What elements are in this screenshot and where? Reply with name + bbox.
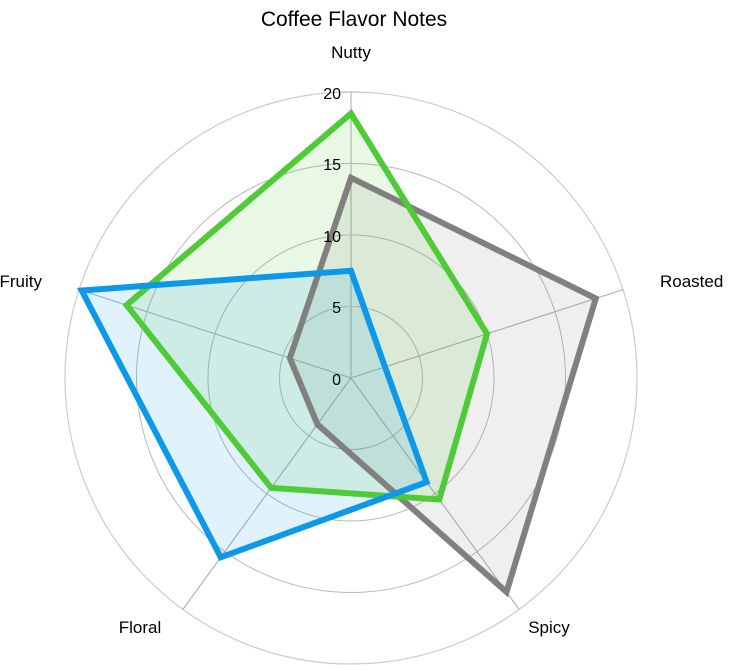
series-area-series-3	[81, 270, 427, 558]
radial-tick-label: 5	[332, 300, 341, 317]
series-outline-series-3	[76, 267, 431, 562]
axis-label-spicy: Spicy	[528, 618, 570, 637]
axis-label-fruity: Fruity	[0, 272, 43, 291]
series-outline-series-2	[122, 108, 491, 503]
series-line-group	[76, 108, 600, 598]
axis-label-floral: Floral	[119, 618, 162, 637]
radial-tick-label: 10	[323, 229, 341, 246]
radial-tick-label: 20	[323, 86, 341, 103]
series-outline-series-1	[286, 173, 600, 598]
series-area-series-1	[289, 177, 596, 593]
axis-label-nutty: Nutty	[331, 43, 371, 62]
radial-tick-labels: 0 5 10 15 20	[323, 86, 360, 389]
page-title: Coffee Flavor Notes	[261, 8, 447, 31]
axis-spoke-floral	[182, 377, 352, 610]
radial-tick-label: 15	[323, 157, 341, 174]
category-axis-labels: Nutty Roasted Spicy Floral Fruity	[0, 43, 723, 637]
axis-label-roasted: Roasted	[660, 272, 723, 291]
axis-spoke-spicy	[350, 377, 520, 610]
radial-tick-label: 0	[332, 372, 341, 389]
